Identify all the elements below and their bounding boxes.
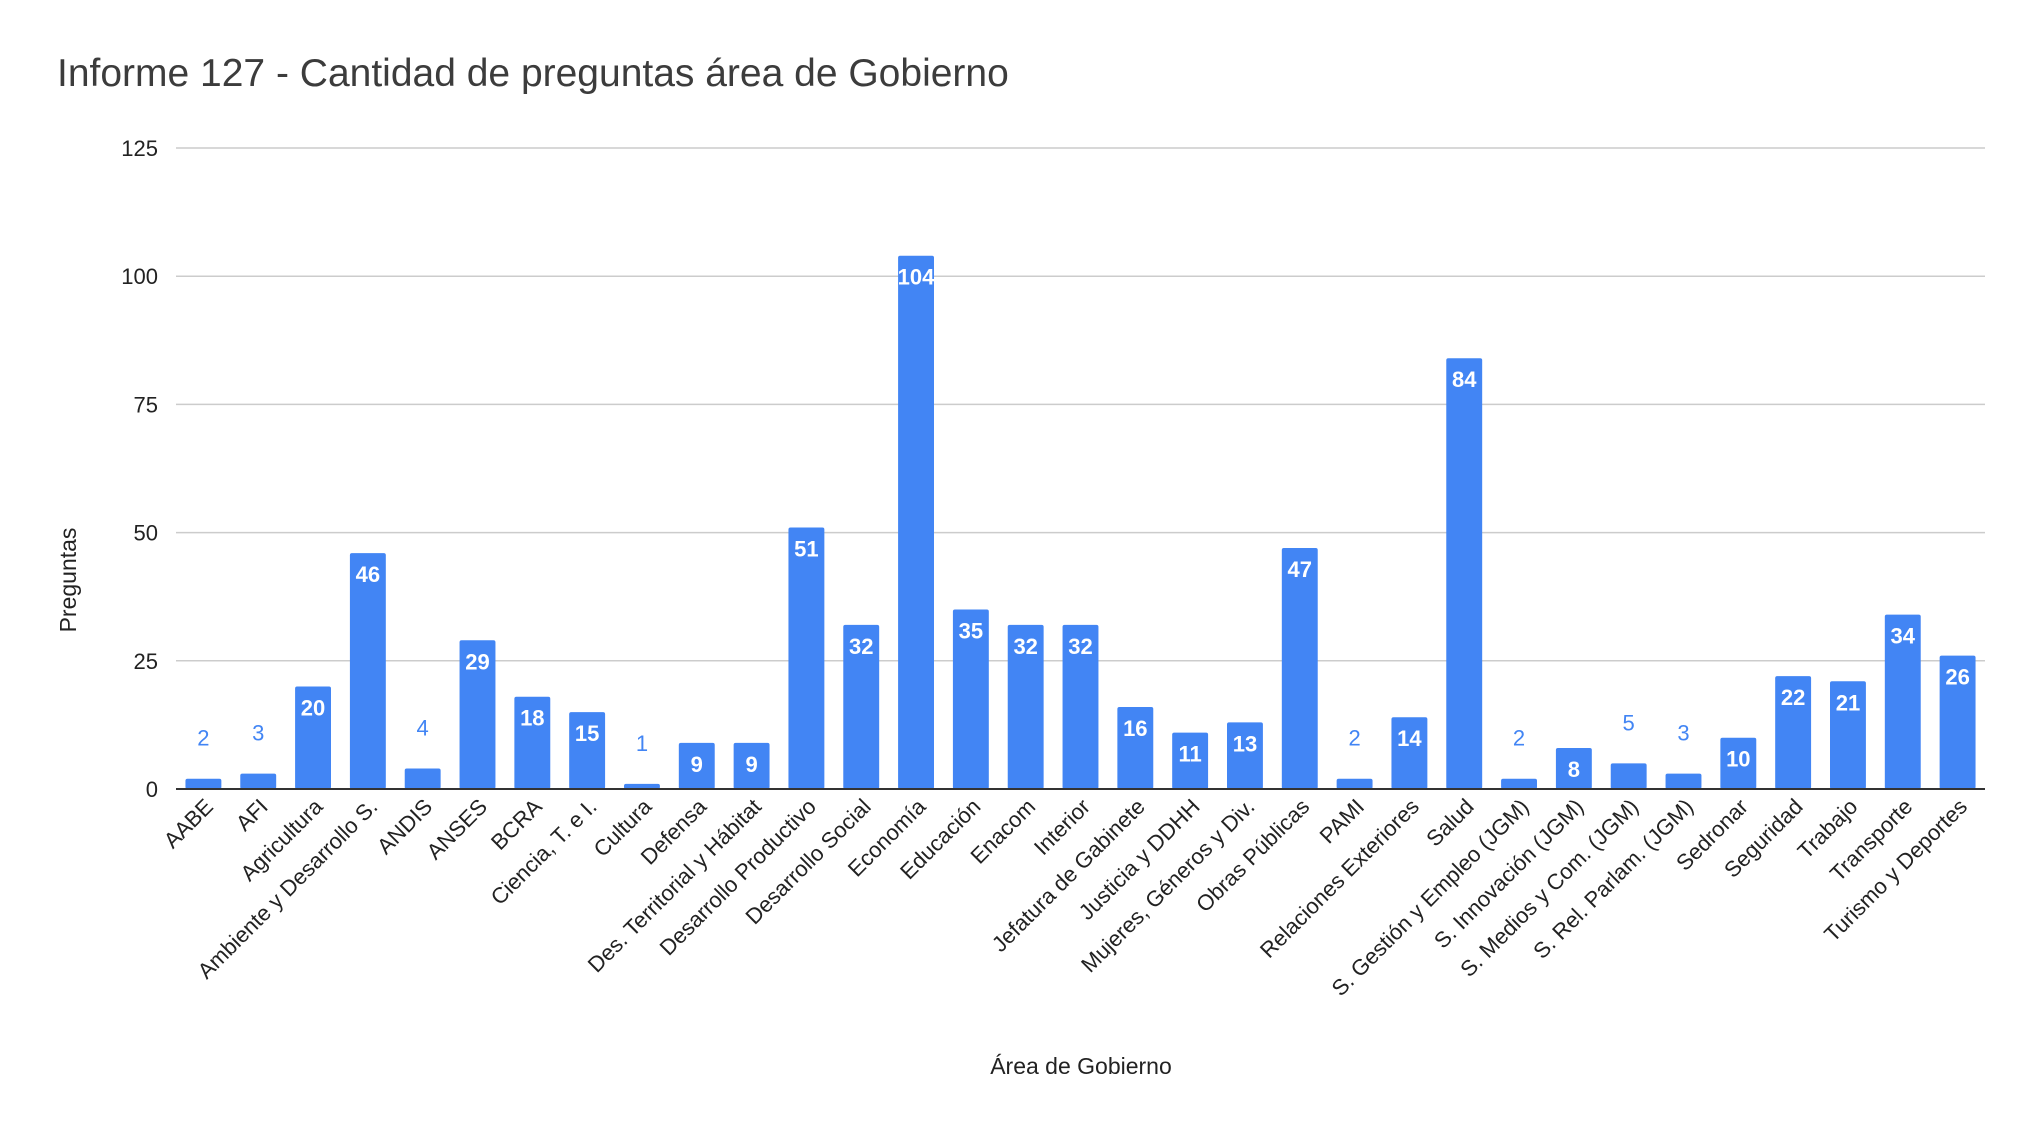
bar xyxy=(295,686,331,789)
data-label: 13 xyxy=(1233,731,1257,756)
bar xyxy=(733,742,770,789)
y-axis-title: Preguntas xyxy=(55,528,81,633)
bar xyxy=(1391,717,1428,789)
data-label: 20 xyxy=(301,695,325,720)
data-label: 35 xyxy=(959,619,983,644)
data-label: 2 xyxy=(1513,726,1525,751)
bar xyxy=(624,783,660,789)
data-label: 1 xyxy=(636,731,648,756)
bars xyxy=(185,255,1976,790)
bar xyxy=(1830,681,1866,789)
data-label: 22 xyxy=(1781,685,1805,710)
bar xyxy=(1281,547,1318,789)
bar xyxy=(1610,763,1647,789)
chart-title: Informe 127 - Cantidad de preguntas área… xyxy=(57,52,1009,95)
bar xyxy=(678,742,715,789)
bar xyxy=(952,609,989,789)
data-label: 46 xyxy=(356,562,380,587)
y-tick-label: 125 xyxy=(121,136,158,161)
y-tick-label: 50 xyxy=(134,521,158,546)
data-label: 47 xyxy=(1288,557,1312,582)
bar xyxy=(1446,358,1483,789)
bar xyxy=(1227,722,1263,789)
data-label: 10 xyxy=(1726,747,1750,772)
bar xyxy=(1117,706,1154,789)
data-label: 18 xyxy=(520,706,544,731)
y-tick-label: 25 xyxy=(134,649,158,674)
data-label: 5 xyxy=(1623,710,1635,735)
data-label: 32 xyxy=(1068,634,1092,659)
data-label: 34 xyxy=(1891,624,1916,649)
data-label: 26 xyxy=(1945,665,1969,690)
data-label: 3 xyxy=(252,721,264,746)
data-label: 4 xyxy=(417,715,429,740)
bar xyxy=(1665,773,1702,789)
data-label: 15 xyxy=(575,721,599,746)
data-label: 2 xyxy=(197,726,209,751)
data-label: 104 xyxy=(898,265,935,290)
y-tick-label: 0 xyxy=(146,777,158,802)
data-label: 14 xyxy=(1397,726,1422,751)
bar xyxy=(1555,747,1592,789)
data-label: 29 xyxy=(465,649,489,674)
bar xyxy=(1336,778,1373,789)
data-label: 32 xyxy=(849,634,873,659)
data-label: 3 xyxy=(1677,721,1689,746)
data-label: 21 xyxy=(1836,690,1860,715)
data-label: 9 xyxy=(691,752,703,777)
y-axis-ticks: 0 25 50 75 100 125 xyxy=(121,136,158,802)
bar xyxy=(1062,624,1099,789)
y-tick-label: 75 xyxy=(134,392,158,417)
bar xyxy=(1720,737,1757,789)
y-tick-label: 100 xyxy=(121,264,158,289)
data-label: 11 xyxy=(1179,742,1202,767)
bar xyxy=(1501,778,1537,789)
bar xyxy=(569,712,606,789)
gridlines xyxy=(176,147,1985,662)
data-label: 8 xyxy=(1568,757,1580,782)
bar xyxy=(185,778,222,789)
data-label: 16 xyxy=(1123,716,1147,741)
data-label: 2 xyxy=(1348,726,1360,751)
x-category-label: ANSES xyxy=(422,794,492,864)
x-axis-title: Área de Gobierno xyxy=(990,1053,1172,1079)
data-label: 84 xyxy=(1452,367,1477,392)
x-category-label: AABE xyxy=(159,794,218,853)
bar xyxy=(349,553,386,789)
bar xyxy=(1007,624,1044,789)
bar xyxy=(843,624,880,789)
x-category-label: AFI xyxy=(231,794,273,836)
bar xyxy=(1775,676,1812,789)
bar xyxy=(1939,655,1976,789)
data-label: 51 xyxy=(794,536,818,561)
bar xyxy=(1884,614,1921,789)
data-label: 32 xyxy=(1013,634,1037,659)
data-label: 9 xyxy=(745,752,757,777)
bar xyxy=(459,640,496,789)
bar xyxy=(1172,732,1209,789)
bar xyxy=(404,768,441,789)
bar xyxy=(514,696,551,789)
bar xyxy=(898,255,934,790)
bar xyxy=(788,527,825,789)
bar xyxy=(240,773,277,789)
